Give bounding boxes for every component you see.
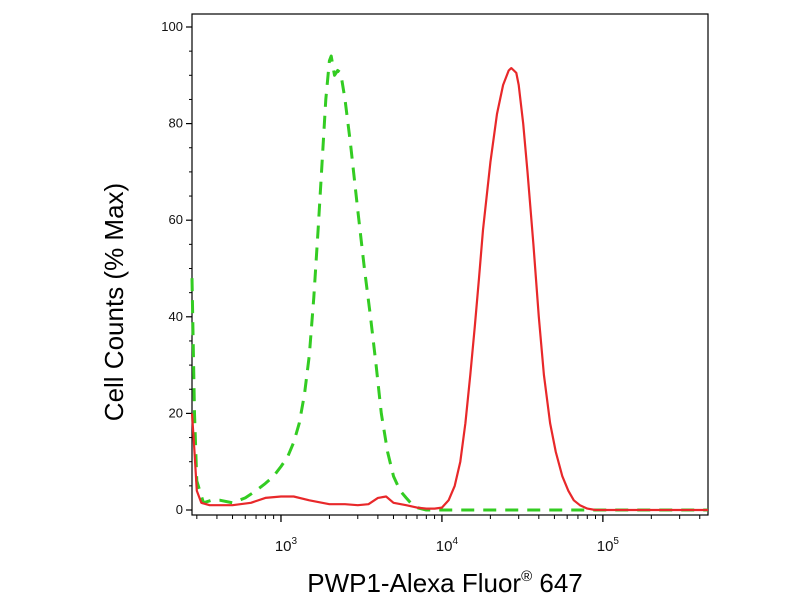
x-tick-label: 104 — [436, 536, 459, 555]
y-tick-label: 0 — [176, 502, 183, 517]
y-tick-label: 80 — [169, 116, 183, 131]
series-line-2 — [190, 67, 708, 512]
x-axis-title: PWP1-Alexa Fluor® 647 — [307, 568, 583, 598]
y-tick-label: 20 — [169, 405, 183, 420]
axis-titles: Cell Counts (% Max) PWP1-Alexa Fluor® 64… — [99, 183, 583, 598]
series-line-1 — [190, 54, 708, 512]
y-tick-label: 100 — [161, 19, 183, 34]
x-tick-label: 105 — [597, 536, 620, 555]
x-tick-label: 103 — [275, 536, 298, 555]
y-axis: 0 20 40 60 80 100 — [161, 19, 192, 517]
y-axis-title: Cell Counts (% Max) — [99, 183, 129, 421]
plot-border — [191, 13, 709, 516]
plot-frame — [191, 13, 709, 516]
x-axis: 103 104 105 — [196, 515, 701, 555]
series-layer — [190, 54, 708, 512]
y-tick-label: 40 — [169, 309, 183, 324]
y-tick-label: 60 — [169, 212, 183, 227]
